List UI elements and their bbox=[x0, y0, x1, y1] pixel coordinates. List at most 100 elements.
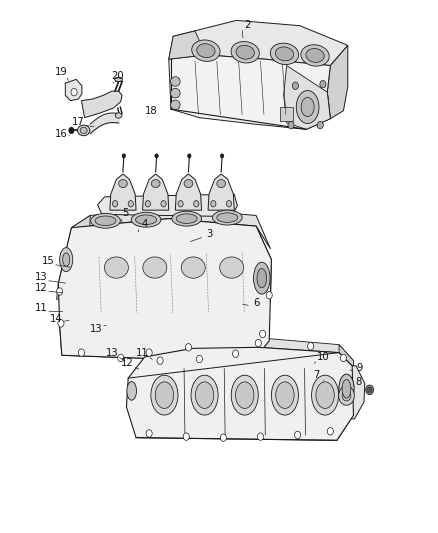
Ellipse shape bbox=[151, 375, 178, 415]
Text: 8: 8 bbox=[356, 377, 362, 387]
Ellipse shape bbox=[316, 382, 334, 408]
Ellipse shape bbox=[63, 253, 70, 266]
Circle shape bbox=[113, 200, 118, 207]
Ellipse shape bbox=[191, 375, 218, 415]
Circle shape bbox=[226, 200, 232, 207]
Circle shape bbox=[367, 387, 372, 392]
Text: 18: 18 bbox=[145, 106, 158, 116]
Circle shape bbox=[255, 340, 261, 347]
Text: 12: 12 bbox=[35, 283, 47, 293]
Circle shape bbox=[366, 385, 374, 394]
Ellipse shape bbox=[184, 180, 193, 188]
Text: 2: 2 bbox=[244, 20, 251, 30]
Text: 11: 11 bbox=[35, 303, 47, 313]
Circle shape bbox=[146, 430, 152, 437]
Ellipse shape bbox=[301, 98, 314, 117]
Text: 10: 10 bbox=[317, 352, 329, 362]
Polygon shape bbox=[169, 31, 206, 59]
Text: 13: 13 bbox=[106, 348, 118, 358]
Ellipse shape bbox=[181, 257, 205, 278]
Ellipse shape bbox=[119, 180, 127, 188]
Text: 20: 20 bbox=[111, 71, 124, 81]
Ellipse shape bbox=[197, 44, 215, 58]
Circle shape bbox=[266, 292, 272, 299]
Ellipse shape bbox=[301, 45, 329, 66]
Polygon shape bbox=[329, 365, 365, 419]
Polygon shape bbox=[175, 174, 201, 210]
Circle shape bbox=[317, 122, 323, 129]
Ellipse shape bbox=[115, 77, 123, 82]
Polygon shape bbox=[65, 79, 82, 101]
Circle shape bbox=[187, 154, 191, 158]
Circle shape bbox=[183, 433, 189, 440]
Ellipse shape bbox=[339, 374, 354, 403]
Circle shape bbox=[185, 344, 191, 351]
Circle shape bbox=[122, 154, 126, 158]
Text: 13: 13 bbox=[35, 272, 47, 282]
Ellipse shape bbox=[272, 375, 298, 415]
Text: 17: 17 bbox=[72, 117, 85, 127]
Ellipse shape bbox=[311, 375, 339, 415]
Circle shape bbox=[155, 154, 158, 158]
Polygon shape bbox=[58, 219, 272, 362]
Ellipse shape bbox=[236, 382, 254, 408]
Text: 15: 15 bbox=[42, 256, 54, 266]
Circle shape bbox=[258, 433, 264, 440]
Ellipse shape bbox=[257, 269, 267, 288]
Text: 6: 6 bbox=[253, 297, 259, 308]
Polygon shape bbox=[336, 345, 353, 440]
Ellipse shape bbox=[80, 127, 87, 134]
Circle shape bbox=[342, 390, 351, 401]
Circle shape bbox=[294, 431, 300, 439]
Circle shape bbox=[292, 82, 298, 90]
Ellipse shape bbox=[143, 257, 167, 278]
Circle shape bbox=[220, 154, 224, 158]
Polygon shape bbox=[60, 314, 269, 362]
Ellipse shape bbox=[236, 45, 254, 59]
Polygon shape bbox=[232, 314, 253, 327]
Ellipse shape bbox=[296, 91, 319, 124]
Circle shape bbox=[58, 320, 64, 327]
Ellipse shape bbox=[155, 382, 173, 408]
Circle shape bbox=[220, 434, 226, 441]
Circle shape bbox=[194, 200, 199, 207]
Ellipse shape bbox=[276, 47, 293, 61]
Text: 9: 9 bbox=[357, 362, 363, 373]
Ellipse shape bbox=[217, 180, 226, 188]
Polygon shape bbox=[98, 194, 237, 216]
Circle shape bbox=[57, 288, 63, 295]
Circle shape bbox=[69, 127, 74, 134]
Ellipse shape bbox=[172, 211, 201, 226]
Ellipse shape bbox=[217, 213, 238, 222]
Ellipse shape bbox=[270, 43, 299, 64]
Ellipse shape bbox=[170, 88, 180, 98]
Ellipse shape bbox=[231, 42, 259, 63]
Ellipse shape bbox=[95, 216, 116, 225]
Polygon shape bbox=[145, 338, 353, 366]
Text: 16: 16 bbox=[55, 128, 67, 139]
Circle shape bbox=[233, 350, 239, 358]
Polygon shape bbox=[110, 174, 136, 210]
Polygon shape bbox=[143, 174, 169, 210]
Ellipse shape bbox=[131, 212, 161, 227]
Ellipse shape bbox=[342, 379, 351, 398]
Text: 14: 14 bbox=[50, 313, 63, 324]
Circle shape bbox=[320, 80, 326, 88]
Circle shape bbox=[128, 200, 134, 207]
Polygon shape bbox=[81, 91, 122, 118]
Polygon shape bbox=[284, 66, 330, 130]
Ellipse shape bbox=[231, 375, 258, 415]
Ellipse shape bbox=[151, 180, 160, 188]
Ellipse shape bbox=[195, 382, 214, 408]
Ellipse shape bbox=[170, 77, 180, 86]
Circle shape bbox=[78, 349, 85, 357]
Circle shape bbox=[157, 357, 163, 365]
Circle shape bbox=[161, 200, 166, 207]
Ellipse shape bbox=[115, 113, 122, 118]
Circle shape bbox=[145, 200, 150, 207]
Ellipse shape bbox=[104, 257, 128, 278]
Circle shape bbox=[178, 200, 183, 207]
Circle shape bbox=[340, 354, 346, 362]
Circle shape bbox=[118, 354, 124, 362]
Ellipse shape bbox=[212, 210, 242, 225]
